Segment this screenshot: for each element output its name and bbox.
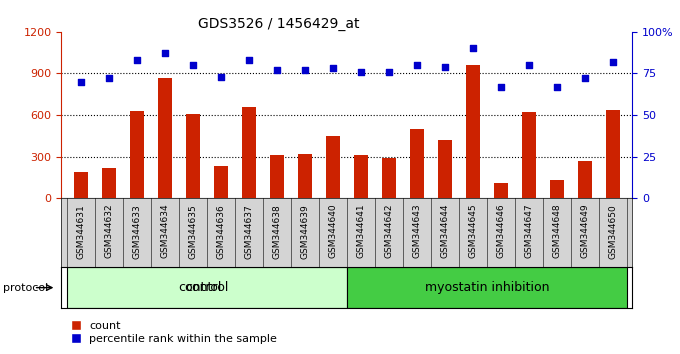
Text: GSM344636: GSM344636 xyxy=(216,204,225,258)
Bar xyxy=(270,155,284,198)
Bar xyxy=(158,78,172,198)
Bar xyxy=(186,114,200,198)
Text: GSM344633: GSM344633 xyxy=(133,204,141,258)
Text: GSM344638: GSM344638 xyxy=(272,204,282,258)
Bar xyxy=(347,267,627,308)
Text: GSM344649: GSM344649 xyxy=(580,204,590,258)
Text: GSM344645: GSM344645 xyxy=(469,204,477,258)
Bar xyxy=(410,129,424,198)
Text: GSM344644: GSM344644 xyxy=(441,204,449,258)
Text: GSM344647: GSM344647 xyxy=(524,204,533,258)
Point xyxy=(356,69,367,75)
Text: GSM344642: GSM344642 xyxy=(384,204,393,258)
Text: GSM344634: GSM344634 xyxy=(160,204,169,258)
Bar xyxy=(102,168,116,198)
Bar xyxy=(606,109,619,198)
Bar xyxy=(522,112,536,198)
Bar xyxy=(298,154,312,198)
Bar xyxy=(326,136,340,198)
Point xyxy=(495,84,506,90)
Text: control: control xyxy=(185,281,228,294)
Text: myostatin inhibition: myostatin inhibition xyxy=(424,281,549,294)
Text: control: control xyxy=(178,281,222,294)
Point xyxy=(551,84,562,90)
Bar xyxy=(550,180,564,198)
Text: protocol: protocol xyxy=(3,282,49,293)
Point xyxy=(411,62,422,68)
Point xyxy=(467,46,478,51)
Text: GSM344650: GSM344650 xyxy=(609,204,617,258)
Point xyxy=(579,76,590,81)
Text: GSM344648: GSM344648 xyxy=(552,204,561,258)
Point xyxy=(159,51,170,56)
Point xyxy=(131,57,142,63)
Point xyxy=(216,74,226,80)
Text: GSM344641: GSM344641 xyxy=(356,204,365,258)
Bar xyxy=(242,107,256,198)
Point xyxy=(271,67,282,73)
Point xyxy=(327,65,338,71)
Text: GSM344635: GSM344635 xyxy=(188,204,197,258)
Bar xyxy=(438,140,452,198)
Text: GSM344640: GSM344640 xyxy=(328,204,337,258)
Point xyxy=(524,62,534,68)
Point xyxy=(439,64,450,70)
Text: GSM344643: GSM344643 xyxy=(412,204,422,258)
Bar xyxy=(130,111,143,198)
Text: GSM344632: GSM344632 xyxy=(104,204,114,258)
Point xyxy=(103,76,114,81)
Bar xyxy=(214,166,228,198)
Point xyxy=(299,67,310,73)
Text: GSM344631: GSM344631 xyxy=(76,204,85,258)
Text: GSM344639: GSM344639 xyxy=(301,204,309,258)
Text: GSM344637: GSM344637 xyxy=(244,204,253,258)
Bar xyxy=(578,161,592,198)
Title: GDS3526 / 1456429_at: GDS3526 / 1456429_at xyxy=(197,17,359,31)
Point xyxy=(243,57,254,63)
Bar xyxy=(354,155,368,198)
Bar xyxy=(67,267,347,308)
Point xyxy=(188,62,199,68)
Bar xyxy=(466,65,480,198)
Legend: count, percentile rank within the sample: count, percentile rank within the sample xyxy=(67,316,282,348)
Point xyxy=(75,79,86,85)
Text: GSM344646: GSM344646 xyxy=(496,204,505,258)
Point xyxy=(607,59,618,65)
Bar xyxy=(494,183,508,198)
Bar xyxy=(74,172,88,198)
Bar xyxy=(381,158,396,198)
Point xyxy=(384,69,394,75)
